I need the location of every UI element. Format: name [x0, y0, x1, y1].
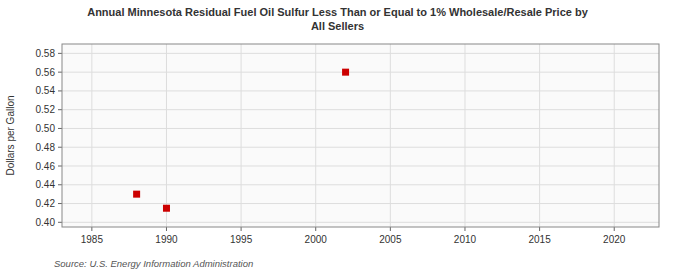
grid-line	[62, 90, 659, 91]
tick-mark	[58, 166, 62, 167]
tick-label: 0.56	[36, 67, 56, 78]
tick-mark	[58, 184, 62, 185]
grid-line	[62, 53, 659, 54]
tick-label: 0.50	[36, 123, 56, 134]
plot-area	[62, 44, 659, 227]
tick-mark	[58, 53, 62, 54]
tick-label: 0.54	[36, 85, 56, 96]
tick-mark	[166, 227, 167, 231]
tick-mark	[58, 72, 62, 73]
grid-line	[62, 72, 659, 73]
tick-mark	[614, 227, 615, 231]
grid-line	[62, 222, 659, 223]
tick-label: 1990	[155, 234, 178, 245]
tick-label: 2000	[305, 234, 328, 245]
grid-line	[166, 44, 167, 227]
source: Source: U.S. Energy Information Administ…	[54, 258, 253, 269]
tick-mark	[390, 227, 391, 231]
grid-line	[539, 44, 540, 227]
axes: 0.40 0.42 0.44 0.46 0.48 0.50 0.52 0.54 0.56 0.58…	[36, 48, 626, 245]
tick-mark	[464, 227, 465, 231]
tick-label: 1985	[81, 234, 104, 245]
grid-line	[464, 44, 465, 227]
grid-line	[62, 166, 659, 167]
tick-label: 0.40	[36, 217, 56, 228]
tick-mark	[58, 147, 62, 148]
tick-label: 1995	[230, 234, 253, 245]
tick-mark	[58, 203, 62, 204]
title-line: All Sellers	[311, 20, 364, 32]
tick-label: 0.42	[36, 198, 56, 209]
tick-mark	[58, 222, 62, 223]
chart: 0.40 0.42 0.44 0.46 0.48 0.50 0.52 0.54 0.56 0.58…	[0, 0, 675, 275]
tick-mark	[91, 227, 92, 231]
grid-line	[241, 44, 242, 227]
point	[133, 191, 140, 198]
grid-line	[390, 44, 391, 227]
y-axis-label: Dollars per Gallon	[5, 95, 16, 175]
tick-mark	[539, 227, 540, 231]
grid-line	[91, 44, 92, 227]
tick-label: 0.46	[36, 161, 56, 172]
tick-mark	[58, 128, 62, 129]
grid-line	[62, 203, 659, 204]
point	[342, 69, 349, 76]
grid-line	[62, 128, 659, 129]
tick-label: 0.58	[36, 48, 56, 59]
grid-line	[62, 147, 659, 148]
tick-label: 0.44	[36, 179, 56, 190]
tick-label: 2015	[528, 234, 551, 245]
tick-label: 2020	[603, 234, 626, 245]
grid-line	[614, 44, 615, 227]
tick-label: 2005	[379, 234, 402, 245]
title-line: Annual Minnesota Residual Fuel Oil Sulfu…	[87, 6, 588, 18]
tick-mark	[58, 109, 62, 110]
grid-line	[62, 109, 659, 110]
point	[163, 205, 170, 212]
grid-line	[315, 44, 316, 227]
points	[133, 69, 349, 212]
title: Annual Minnesota Residual Fuel Oil Sulfu…	[87, 6, 588, 32]
grid	[62, 44, 659, 227]
tick-label: 2010	[454, 234, 477, 245]
grid-line	[62, 184, 659, 185]
tick-label: 0.48	[36, 142, 56, 153]
tick-mark	[58, 90, 62, 91]
tick-mark	[315, 227, 316, 231]
tick-mark	[241, 227, 242, 231]
tick-label: 0.52	[36, 104, 56, 115]
plot-frame	[62, 44, 659, 227]
